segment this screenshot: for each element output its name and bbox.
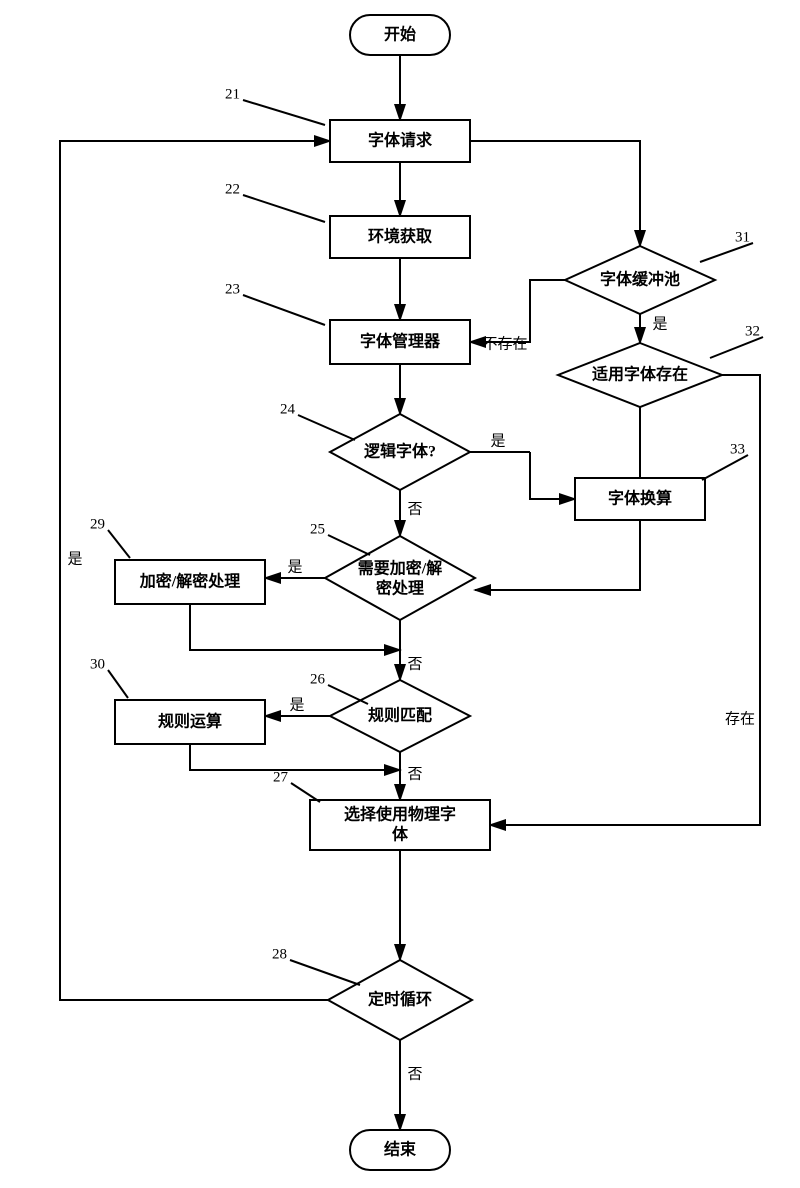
ref-33: 33	[730, 441, 745, 457]
svg-text:体: 体	[392, 825, 409, 844]
svg-text:是: 是	[652, 316, 667, 332]
svg-text:规则运算: 规则运算	[158, 712, 222, 731]
ref-24: 24	[280, 401, 296, 417]
ref-21: 21	[225, 86, 240, 102]
ref-22: 22	[225, 181, 240, 197]
ref-29: 29	[90, 516, 105, 532]
svg-text:字体管理器: 字体管理器	[360, 332, 441, 351]
ref-28: 28	[272, 946, 287, 962]
svg-text:环境获取: 环境获取	[368, 227, 432, 246]
ref-27: 27	[273, 769, 289, 785]
edge-16	[490, 375, 760, 825]
svg-text:字体缓冲池: 字体缓冲池	[600, 270, 680, 289]
svg-text:适用字体存在: 适用字体存在	[592, 365, 688, 384]
edge-18	[190, 604, 400, 650]
ref-26: 26	[310, 671, 326, 687]
svg-text:否: 否	[407, 501, 422, 517]
svg-text:是: 是	[67, 551, 82, 567]
svg-text:需要加密/解: 需要加密/解	[358, 559, 442, 578]
svg-text:存在: 存在	[725, 710, 755, 727]
svg-text:结束: 结束	[383, 1140, 417, 1159]
svg-text:密处理: 密处理	[375, 579, 424, 598]
svg-text:是: 是	[490, 433, 505, 449]
svg-text:字体请求: 字体请求	[368, 131, 433, 150]
ref-30: 30	[90, 656, 105, 672]
svg-text:逻辑字体?: 逻辑字体?	[364, 442, 436, 461]
edge-14	[530, 452, 575, 499]
edge-9	[470, 141, 640, 246]
ref-32: 32	[745, 323, 760, 339]
svg-text:规则匹配: 规则匹配	[368, 706, 432, 725]
edge-15	[475, 520, 640, 590]
ref-31: 31	[735, 229, 750, 245]
edge-11	[470, 280, 565, 342]
svg-text:是: 是	[289, 697, 304, 713]
svg-text:字体换算: 字体换算	[608, 489, 672, 508]
edge-20	[190, 744, 400, 770]
svg-text:是: 是	[287, 559, 302, 575]
svg-text:否: 否	[407, 766, 422, 782]
svg-text:定时循环: 定时循环	[367, 990, 432, 1009]
svg-text:加密/解密处理: 加密/解密处理	[139, 572, 240, 591]
svg-text:否: 否	[407, 1066, 422, 1082]
svg-text:选择使用物理字: 选择使用物理字	[344, 805, 456, 824]
flowchart-canvas: 开始结束 字体请求环境获取字体管理器逻辑字体? 需要加密/解密处理规则匹配选择使用物…	[0, 0, 800, 1188]
ref-25: 25	[310, 521, 325, 537]
ref-23: 23	[225, 281, 240, 297]
svg-text:开始: 开始	[384, 25, 416, 44]
svg-text:否: 否	[407, 656, 422, 672]
node-25	[325, 536, 475, 620]
svg-text:不存在: 不存在	[482, 335, 527, 352]
